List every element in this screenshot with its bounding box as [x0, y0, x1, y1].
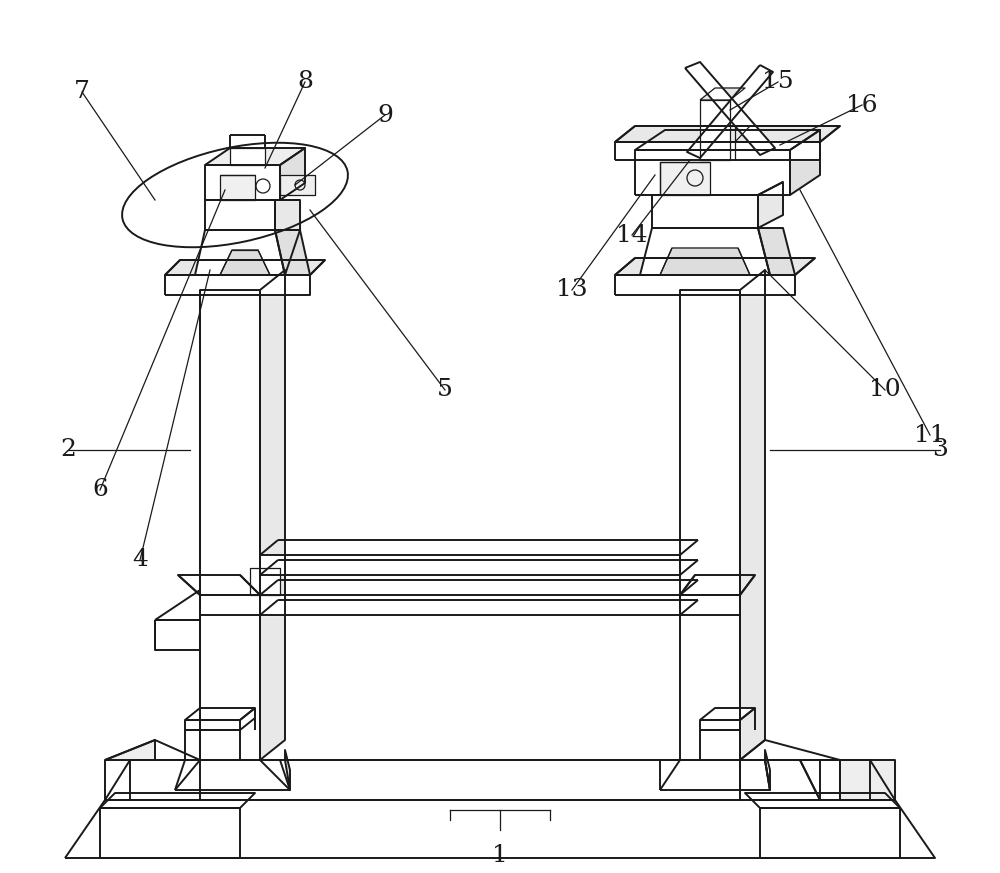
Text: 8: 8 [297, 71, 313, 93]
Text: 14: 14 [616, 223, 648, 246]
Polygon shape [260, 555, 680, 575]
Polygon shape [652, 195, 758, 228]
Polygon shape [660, 760, 770, 790]
Polygon shape [185, 720, 240, 730]
Polygon shape [700, 720, 740, 730]
Text: 10: 10 [869, 379, 901, 402]
Polygon shape [660, 248, 750, 275]
Polygon shape [220, 175, 255, 200]
Polygon shape [740, 760, 820, 800]
Polygon shape [800, 760, 820, 800]
Polygon shape [200, 595, 260, 615]
Text: 6: 6 [92, 478, 108, 501]
Polygon shape [758, 228, 795, 275]
Text: 7: 7 [74, 80, 90, 104]
Polygon shape [285, 750, 290, 790]
Polygon shape [178, 575, 260, 595]
Polygon shape [200, 290, 260, 760]
Polygon shape [250, 568, 280, 595]
Polygon shape [680, 575, 755, 595]
Polygon shape [155, 590, 200, 620]
Polygon shape [685, 62, 775, 155]
Polygon shape [165, 260, 325, 275]
Text: 13: 13 [556, 278, 588, 301]
Polygon shape [105, 740, 155, 760]
Text: 3: 3 [932, 438, 948, 462]
Polygon shape [175, 760, 290, 790]
Polygon shape [740, 740, 840, 800]
Polygon shape [635, 130, 820, 150]
Polygon shape [100, 793, 255, 808]
Polygon shape [185, 730, 240, 760]
Polygon shape [615, 126, 840, 142]
Polygon shape [840, 760, 895, 800]
Polygon shape [275, 230, 310, 275]
Text: 1: 1 [492, 843, 508, 867]
Polygon shape [687, 65, 773, 158]
Polygon shape [185, 708, 255, 720]
Polygon shape [640, 228, 770, 275]
Polygon shape [280, 175, 315, 195]
Polygon shape [758, 182, 783, 228]
Polygon shape [155, 620, 200, 650]
Polygon shape [700, 730, 740, 760]
Polygon shape [635, 150, 790, 195]
Polygon shape [105, 740, 200, 800]
Polygon shape [700, 88, 745, 100]
Polygon shape [280, 148, 305, 200]
Polygon shape [790, 130, 820, 195]
Polygon shape [615, 258, 815, 275]
Polygon shape [275, 200, 300, 230]
Text: 11: 11 [914, 423, 946, 446]
Text: 4: 4 [132, 548, 148, 572]
Text: 5: 5 [437, 379, 453, 402]
Text: 16: 16 [846, 93, 878, 116]
Polygon shape [680, 595, 740, 615]
Polygon shape [260, 595, 680, 615]
Polygon shape [615, 142, 820, 160]
Polygon shape [760, 808, 900, 858]
Polygon shape [220, 250, 270, 275]
Polygon shape [765, 750, 770, 790]
Polygon shape [100, 808, 240, 858]
Polygon shape [615, 275, 795, 295]
Text: 15: 15 [762, 71, 794, 93]
Polygon shape [660, 162, 710, 195]
Text: 9: 9 [377, 104, 393, 127]
Polygon shape [165, 275, 310, 295]
Polygon shape [260, 270, 285, 760]
Polygon shape [700, 100, 730, 160]
Polygon shape [700, 708, 755, 720]
Polygon shape [745, 793, 900, 808]
Polygon shape [205, 165, 280, 200]
Polygon shape [230, 148, 265, 165]
Polygon shape [205, 148, 305, 165]
Polygon shape [680, 290, 740, 760]
Polygon shape [105, 760, 895, 800]
Polygon shape [195, 230, 285, 275]
Text: 2: 2 [60, 438, 76, 462]
Polygon shape [205, 200, 275, 230]
Polygon shape [65, 800, 935, 858]
Polygon shape [740, 270, 765, 760]
